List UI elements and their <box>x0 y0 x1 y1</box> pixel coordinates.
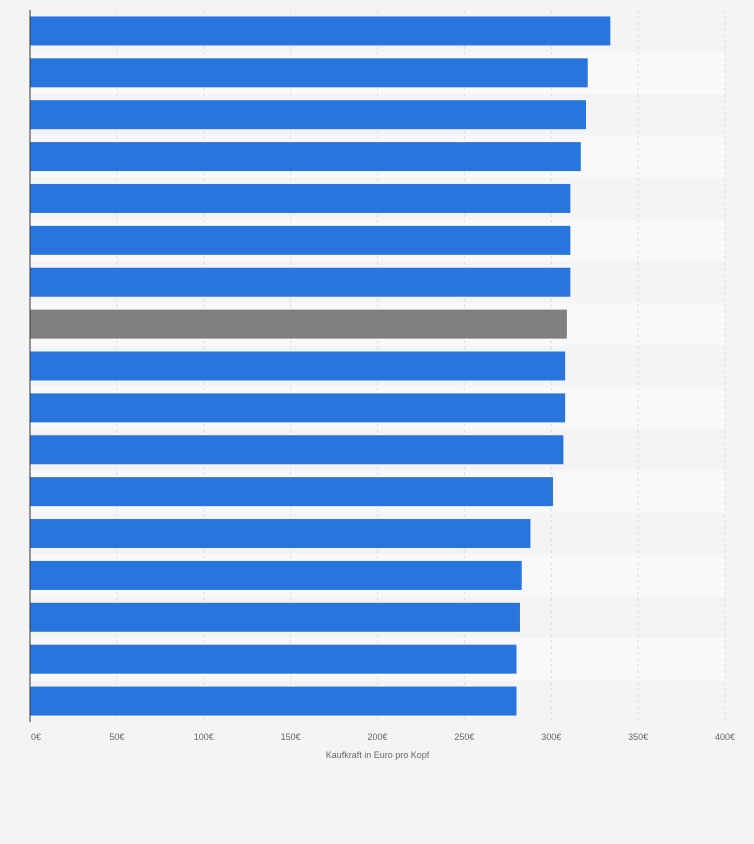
bar[interactable] <box>30 58 588 88</box>
x-tick-label: 0€ <box>31 732 41 742</box>
bars <box>30 16 611 716</box>
x-axis-label: Kaufkraft in Euro pro Kopf <box>326 750 430 760</box>
bar[interactable] <box>30 602 520 632</box>
bar[interactable] <box>30 100 586 130</box>
bar[interactable] <box>30 644 517 674</box>
bar[interactable] <box>30 142 581 172</box>
bar[interactable] <box>30 16 611 46</box>
bar[interactable] <box>30 686 517 716</box>
bar[interactable] <box>30 435 564 465</box>
x-tick-label: 100€ <box>194 732 214 742</box>
x-tick-label: 250€ <box>454 732 474 742</box>
x-tick-label: 400€ <box>715 732 735 742</box>
x-tick-label: 150€ <box>281 732 301 742</box>
x-tick-labels: 0€ 50€ 100€ 150€ 200€ 250€ 300€ 350€ 400€ <box>31 732 735 742</box>
x-tick-label: 300€ <box>541 732 561 742</box>
bar-highlighted[interactable] <box>30 309 567 339</box>
bar[interactable] <box>30 477 553 507</box>
x-tick-label: 50€ <box>109 732 124 742</box>
bar[interactable] <box>30 267 571 297</box>
bar[interactable] <box>30 393 566 423</box>
bar[interactable] <box>30 560 522 590</box>
x-tick-label: 200€ <box>367 732 387 742</box>
bar[interactable] <box>30 519 531 549</box>
bar[interactable] <box>30 183 571 213</box>
bar[interactable] <box>30 225 571 255</box>
x-tick-label: 350€ <box>628 732 648 742</box>
bar[interactable] <box>30 351 566 381</box>
